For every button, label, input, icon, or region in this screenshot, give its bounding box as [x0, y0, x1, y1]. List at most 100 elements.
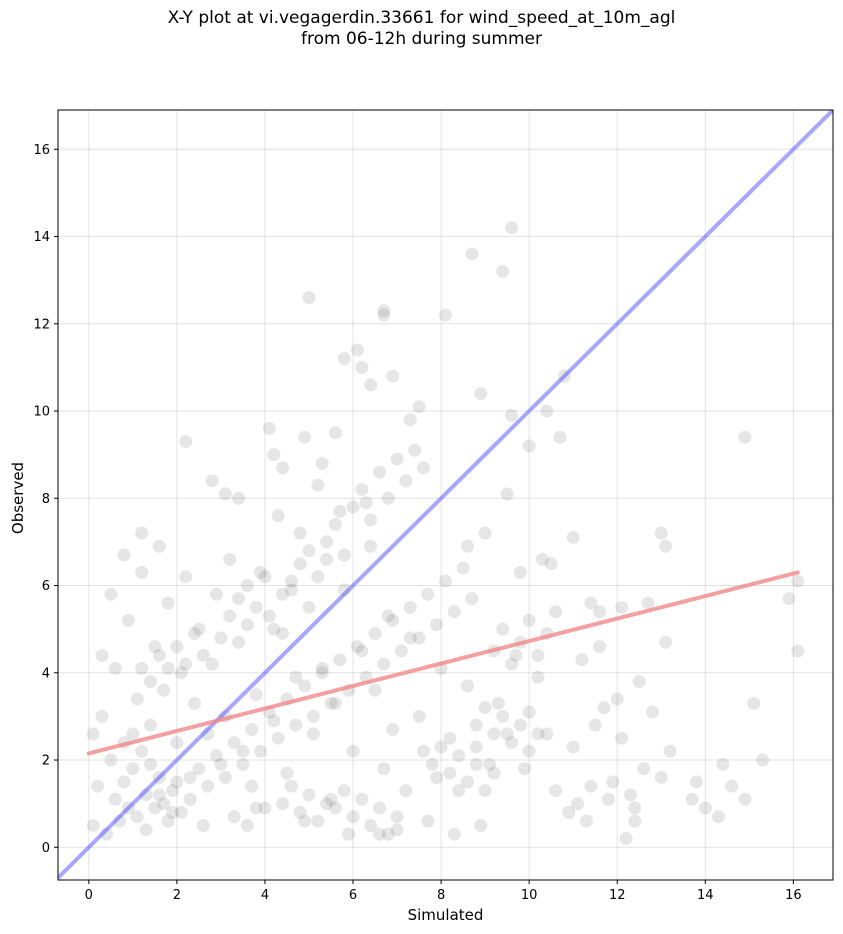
data-point [328, 517, 342, 531]
data-point [337, 352, 351, 366]
data-point [716, 757, 730, 771]
data-point [328, 696, 342, 710]
data-point [478, 784, 492, 798]
data-point [712, 810, 726, 824]
data-point [227, 810, 241, 824]
data-point [346, 744, 360, 758]
data-point [249, 801, 263, 815]
data-point [628, 801, 642, 815]
data-point [196, 648, 210, 662]
y-tick-label: 2 [42, 754, 50, 769]
data-point [368, 683, 382, 697]
data-point [214, 757, 228, 771]
data-point [126, 727, 140, 741]
data-point [254, 565, 268, 579]
data-point [588, 718, 602, 732]
data-point [117, 548, 131, 562]
data-point [663, 744, 677, 758]
data-point [791, 574, 805, 588]
data-point [659, 635, 673, 649]
data-point [135, 565, 149, 579]
data-point [350, 343, 364, 357]
data-point [412, 400, 426, 414]
data-point [447, 827, 461, 841]
data-point [364, 513, 378, 527]
data-point [232, 592, 246, 606]
data-point [597, 701, 611, 715]
data-point [130, 810, 144, 824]
data-point [320, 552, 334, 566]
data-point [461, 775, 475, 789]
x-tick-label: 4 [261, 888, 269, 903]
data-point [403, 413, 417, 427]
data-point [179, 657, 193, 671]
data-point [240, 618, 254, 632]
data-point [276, 587, 290, 601]
data-point [227, 736, 241, 750]
data-point [205, 474, 219, 488]
data-point [223, 609, 237, 623]
data-point [421, 814, 435, 828]
data-point [298, 814, 312, 828]
data-point [698, 801, 712, 815]
data-point [359, 496, 373, 510]
data-point [377, 762, 391, 776]
data-point [452, 749, 466, 763]
data-point [165, 784, 179, 798]
data-point [390, 823, 404, 837]
data-point [262, 609, 276, 623]
data-point [381, 609, 395, 623]
y-tick-label: 16 [33, 143, 50, 158]
data-point [659, 539, 673, 553]
data-point [130, 692, 144, 706]
data-point [86, 727, 100, 741]
data-point [606, 775, 620, 789]
data-point [355, 360, 369, 374]
data-point [386, 369, 400, 383]
data-point [452, 784, 466, 798]
data-point [201, 727, 215, 741]
data-point [196, 818, 210, 832]
data-point [390, 810, 404, 824]
data-point [421, 587, 435, 601]
x-tick-label: 0 [85, 888, 93, 903]
data-point [170, 736, 184, 750]
data-point [377, 657, 391, 671]
data-point [372, 827, 386, 841]
data-point [267, 714, 281, 728]
data-point [465, 247, 479, 261]
data-point [399, 474, 413, 488]
data-point [210, 749, 224, 763]
data-point [108, 661, 122, 675]
data-point [355, 644, 369, 658]
data-point [540, 727, 554, 741]
data-point [566, 531, 580, 545]
data-point [513, 565, 527, 579]
data-point [143, 757, 157, 771]
data-point [487, 766, 501, 780]
data-point [623, 788, 637, 802]
data-point [685, 792, 699, 806]
data-point [509, 648, 523, 662]
data-point [293, 805, 307, 819]
data-point [236, 757, 250, 771]
y-tick-label: 14 [33, 230, 50, 245]
data-point [412, 709, 426, 723]
y-tick-label: 6 [42, 579, 50, 594]
data-point [641, 596, 655, 610]
data-point [298, 430, 312, 444]
data-point [104, 753, 118, 767]
data-point [284, 574, 298, 588]
data-point [245, 722, 259, 736]
data-point [478, 526, 492, 540]
data-point [531, 670, 545, 684]
data-point [408, 443, 422, 457]
data-point [179, 570, 193, 584]
data-point [549, 605, 563, 619]
data-point [333, 653, 347, 667]
data-point [95, 709, 109, 723]
x-tick-label: 14 [697, 888, 714, 903]
data-point [399, 784, 413, 798]
data-point [562, 805, 576, 819]
